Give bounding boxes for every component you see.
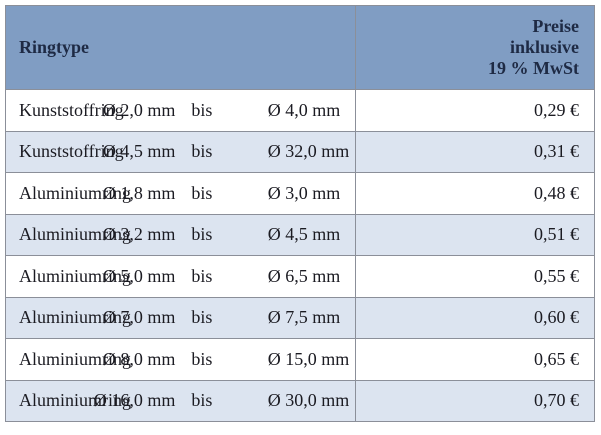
diameter-to: Ø 15,0 mm <box>267 338 356 381</box>
diameter-from: Ø 3,2 mm <box>92 214 181 256</box>
table-row: Aluminiumring Ø 7,0 mm bis Ø 7,5 mm 0,60 € <box>5 297 595 339</box>
price: 0,70 € <box>354 380 595 422</box>
range-word: bis <box>180 380 268 422</box>
price: 0,55 € <box>354 255 595 298</box>
ring-type: Aluminiumring <box>5 338 131 381</box>
diameter-to: Ø 4,5 mm <box>267 214 356 256</box>
table-row: Aluminiumring Ø 5,0 mm bis Ø 6,5 mm 0,55 € <box>5 255 595 298</box>
price: 0,65 € <box>354 338 595 381</box>
diameter-from: Ø 5,0 mm <box>92 255 181 298</box>
table-row: Kunststoffring Ø 2,0 mm bis Ø 4,0 mm 0,29 € <box>5 89 595 132</box>
table-body: Kunststoffring Ø 2,0 mm bis Ø 4,0 mm 0,29 € K… <box>5 89 595 422</box>
ring-type: Kunststoffring <box>5 131 124 173</box>
table-row: Aluminiumring Ø 3,2 mm bis Ø 4,5 mm 0,51 € <box>5 214 595 256</box>
ring-type: Aluminiumring <box>5 380 131 422</box>
price-table: Ringtype Preise inklusive 19 % MwSt Kuns… <box>5 5 595 422</box>
diameter-from: Ø 4,5 mm <box>92 131 181 173</box>
header-row: Ringtype Preise inklusive 19 % MwSt <box>5 5 595 90</box>
range-word: bis <box>180 172 268 215</box>
diameter-to: Ø 30,0 mm <box>267 380 356 422</box>
diameter-to: Ø 4,0 mm <box>267 89 356 132</box>
ring-type: Aluminiumring <box>5 172 131 215</box>
ring-type: Kunststoffring <box>5 89 124 132</box>
price: 0,31 € <box>354 131 595 173</box>
price: 0,60 € <box>354 297 595 339</box>
header-price: Preise inklusive 19 % MwSt <box>354 5 595 90</box>
price: 0,51 € <box>354 214 595 256</box>
ring-type: Aluminiumring <box>5 214 131 256</box>
diameter-from: Ø 7,0 mm <box>92 297 181 339</box>
ring-type: Aluminiumring <box>5 255 131 298</box>
table-row: Aluminiumring Ø 1,8 mm bis Ø 3,0 mm 0,48 € <box>5 172 595 215</box>
range-word: bis <box>180 297 268 339</box>
diameter-from: Ø 8,0 mm <box>92 338 181 381</box>
price: 0,48 € <box>354 172 595 215</box>
table-header: Ringtype Preise inklusive 19 % MwSt <box>5 5 595 90</box>
diameter-to: Ø 3,0 mm <box>267 172 356 215</box>
diameter-to: Ø 32,0 mm <box>267 131 356 173</box>
table-row: Aluminiumring Ø 8,0 mm bis Ø 15,0 mm 0,65 € <box>5 338 595 381</box>
header-price-line: Preise <box>532 16 579 36</box>
diameter-from: Ø 1,8 mm <box>92 172 181 215</box>
range-word: bis <box>180 214 268 256</box>
price: 0,29 € <box>354 89 595 132</box>
range-word: bis <box>180 255 268 298</box>
table-row: Aluminiumring Ø 16,0 mm bis Ø 30,0 mm 0,70 € <box>5 380 595 422</box>
diameter-to: Ø 6,5 mm <box>267 255 356 298</box>
header-type: Ringtype <box>5 5 356 90</box>
range-word: bis <box>180 131 268 173</box>
header-price-line: 19 % MwSt <box>488 58 579 78</box>
header-price-line: inklusive <box>509 37 579 57</box>
ring-type: Aluminiumring <box>5 297 131 339</box>
range-word: bis <box>180 89 268 132</box>
diameter-from: Ø 2,0 mm <box>92 89 181 132</box>
range-word: bis <box>180 338 268 381</box>
diameter-to: Ø 7,5 mm <box>267 297 356 339</box>
diameter-from: Ø 16,0 mm <box>92 380 181 422</box>
table-row: Kunststoffring Ø 4,5 mm bis Ø 32,0 mm 0,31 € <box>5 131 595 173</box>
